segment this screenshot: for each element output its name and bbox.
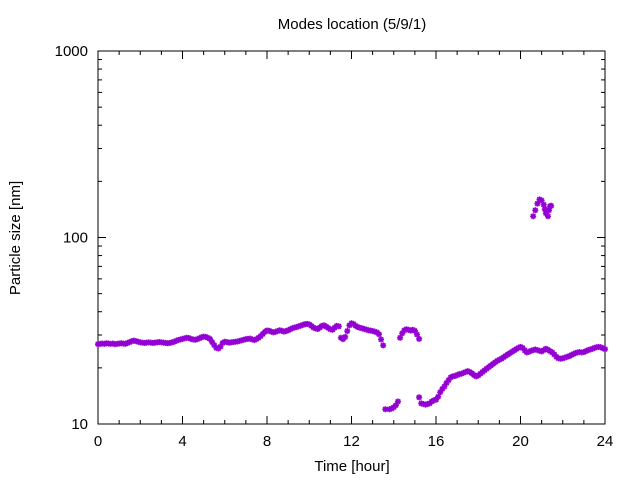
y-tick-label: 10 (71, 416, 88, 433)
axis-ticks (97, 50, 606, 425)
data-point (342, 333, 349, 340)
data-point (435, 393, 442, 400)
data-point (530, 213, 537, 220)
data-point (378, 336, 385, 343)
y-axis-label: Particle size [nm] (7, 181, 24, 295)
plot-frame (97, 50, 606, 425)
x-tick-label: 0 (94, 433, 102, 450)
x-tick-label: 4 (178, 433, 186, 450)
data-point (602, 346, 608, 353)
x-tick-label: 20 (512, 433, 529, 450)
data-point (375, 331, 382, 338)
data-point (380, 342, 387, 349)
data-point (548, 202, 555, 209)
x-tick-label: 24 (597, 433, 614, 450)
tick-labels: 0 4 8 12 16 20 24 10 100 1000 (55, 43, 614, 450)
x-tick-label: 16 (428, 433, 445, 450)
data-point (344, 328, 351, 335)
y-tick-label: 100 (63, 230, 88, 247)
chart-title: Modes location (5/9/1) (278, 16, 426, 33)
data-point (335, 323, 342, 330)
x-tick-label: 8 (263, 433, 271, 450)
x-axis-label: Time [hour] (314, 458, 389, 475)
data-point (532, 207, 539, 214)
data-point (540, 201, 547, 208)
data-point (217, 343, 224, 350)
y-tick-label: 1000 (55, 43, 88, 60)
data-point (416, 394, 423, 401)
x-tick-label: 12 (343, 433, 360, 450)
data-point (544, 213, 551, 220)
data-point (394, 398, 401, 405)
data-points (95, 196, 608, 413)
data-point (416, 335, 423, 342)
data-point (399, 330, 406, 337)
